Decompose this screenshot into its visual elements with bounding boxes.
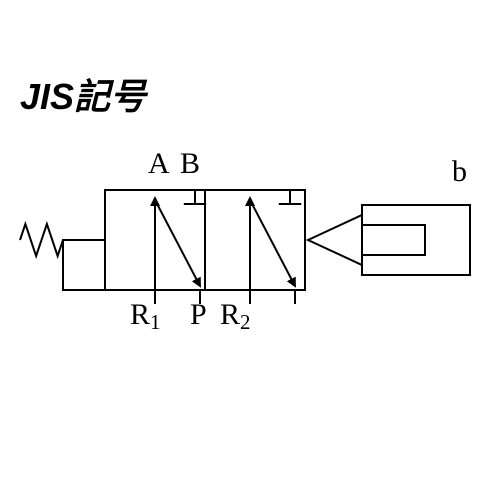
diagram-canvas: JIS記号 A B b R1 P R2 [0, 0, 500, 500]
valve-schematic [0, 0, 500, 500]
